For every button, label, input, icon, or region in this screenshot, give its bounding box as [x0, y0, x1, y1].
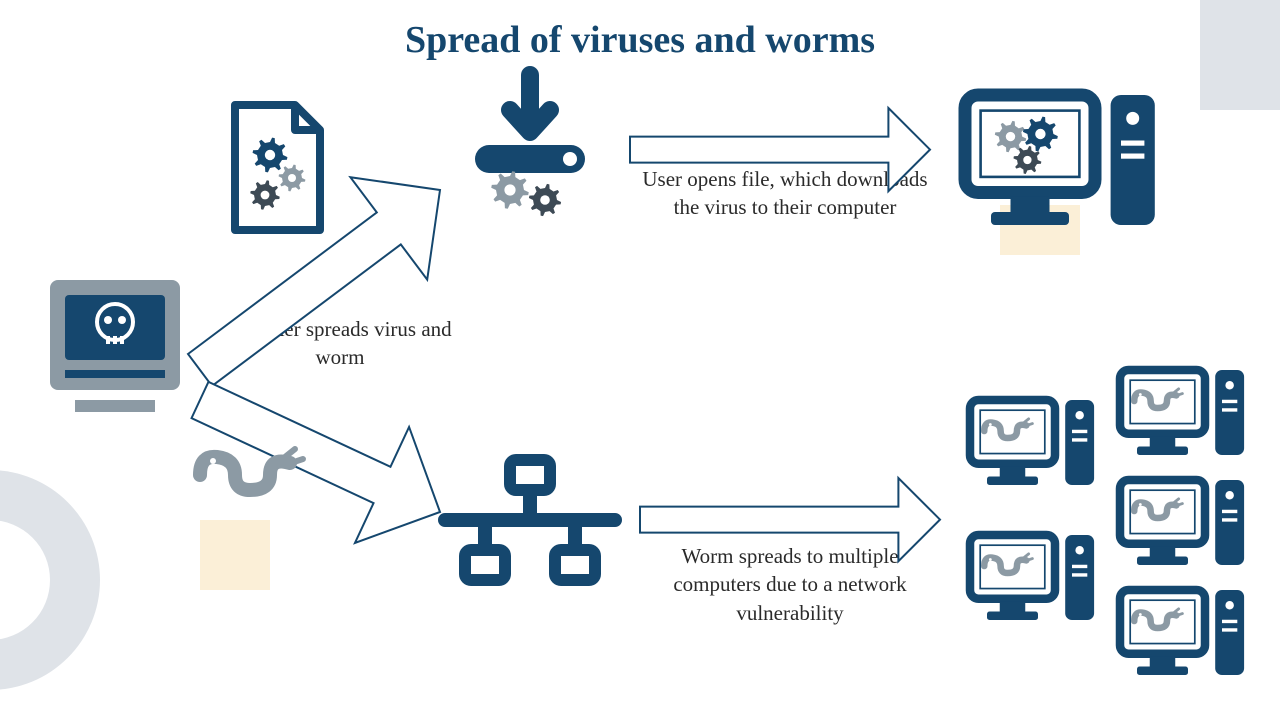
worm-computers-icon	[970, 370, 1260, 700]
attacker-computer-icon	[40, 270, 190, 440]
arrow-to-pc	[630, 108, 930, 191]
page-title: Spread of viruses and worms	[0, 18, 1280, 62]
arrow-to-multiple	[640, 478, 940, 561]
infected-computer-icon	[960, 85, 1180, 255]
decor-cream	[200, 520, 270, 590]
download-icon	[460, 70, 600, 220]
decor-ring	[0, 430, 140, 720]
infected-file-icon	[220, 100, 330, 240]
network-icon	[440, 450, 620, 600]
worm-icon	[195, 440, 305, 510]
